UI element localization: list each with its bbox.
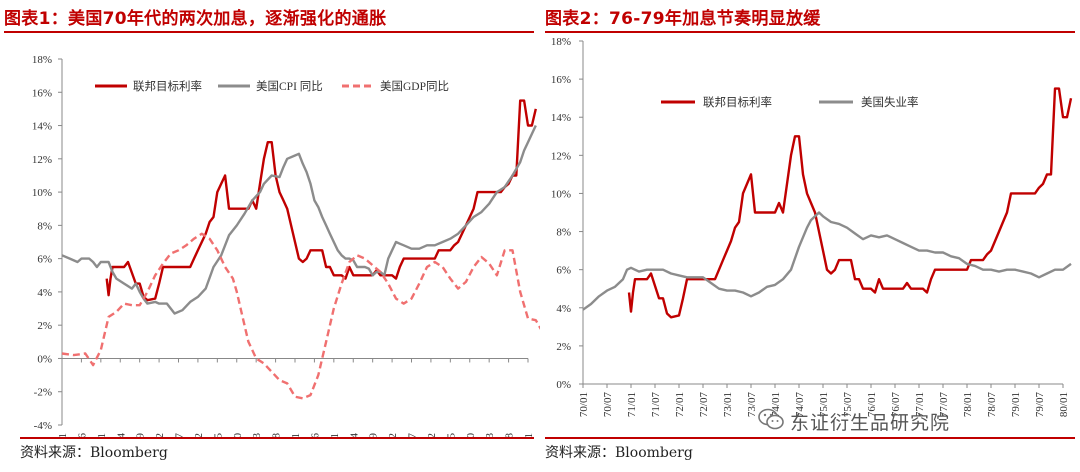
- y-tick-label: 6%: [556, 265, 571, 277]
- y-tick-label: 12%: [32, 154, 52, 166]
- x-tick-label: 77/02: [387, 433, 399, 437]
- chart-title-2: 图表2：76-79年加息节奏明显放缓: [545, 9, 821, 29]
- y-tick-label: 0%: [556, 379, 571, 391]
- y-tick-label: 10%: [32, 187, 52, 199]
- source-note-2: 资料来源：Bloomberg: [545, 445, 693, 461]
- y-tick-label: -2%: [34, 387, 52, 399]
- y-tick-label: 10%: [551, 188, 571, 200]
- x-tick-label: 79/08: [504, 433, 516, 437]
- legend-label-1: 联邦目标利率: [133, 79, 202, 93]
- x-tick-label: 72/01: [674, 392, 686, 417]
- chart-title-1: 图表1：美国70年代的两次加息，逐渐强化的通胀: [4, 9, 387, 29]
- legend-label-3: 美国GDP同比: [380, 79, 449, 93]
- series-line-2: [582, 211, 1072, 311]
- x-tick-label: 73/07: [746, 392, 758, 418]
- x-tick-label: 79/03: [484, 433, 496, 437]
- x-tick-label: 76/01: [866, 392, 878, 417]
- y-tick-label: 0%: [37, 353, 52, 365]
- chart-svg-2: 0% 2% 4% 6% 8% 10% 12% 14% 16% 18% 70/01 70/07 71/01…: [551, 36, 1073, 418]
- source-rule-2: [545, 437, 1075, 439]
- x-tick-label: 75/07: [842, 392, 854, 418]
- y-tick-label: 18%: [551, 36, 571, 48]
- x-tick-label: 74/03: [251, 433, 263, 437]
- chart-panel-1: 图表1：美国70年代的两次加息，逐渐强化的通胀 -4% -2% 0% 2% 4% 6% 8%…: [4, 9, 540, 461]
- x-tick-label: 78/07: [986, 392, 998, 418]
- legend-label-2: 美国CPI 同比: [256, 79, 323, 93]
- x-tick-label: 78/10: [465, 433, 477, 437]
- x-tick-label: 80/01: [523, 433, 535, 437]
- x-tick-label: 75/01: [818, 392, 830, 417]
- x-tick-label: 78/01: [962, 392, 974, 417]
- x-tick-label: 78/05: [445, 433, 457, 437]
- x-tick-label: 70/11: [96, 433, 108, 437]
- x-tick-label: 77/01: [914, 392, 926, 417]
- x-tick-label: 76/04: [348, 433, 360, 437]
- x-tick-label: 77/07: [938, 392, 950, 418]
- y-tick-label: 8%: [37, 220, 52, 232]
- x-tick-label: 74/08: [271, 433, 283, 437]
- y-tick-label: 12%: [551, 150, 571, 162]
- series-line-2: [61, 124, 537, 315]
- x-tick-label: 71/04: [115, 433, 127, 437]
- x-tick-label: 72/02: [154, 433, 166, 437]
- x-tick-label: 71/07: [650, 392, 662, 418]
- y-tick-label: 2%: [556, 341, 571, 353]
- y-tick-label: 8%: [556, 227, 571, 239]
- series-line-3: [61, 232, 540, 400]
- x-tick-label: 73/05: [212, 433, 224, 437]
- y-tick-label: 6%: [37, 254, 52, 266]
- x-tick-label: 77/12: [426, 433, 438, 437]
- chart-panel-2: 图表2：76-79年加息节奏明显放缓 0% 2% 4% 6% 8% 10% 12% 14% 16…: [541, 0, 1080, 472]
- x-tick-label: 79/07: [1034, 392, 1046, 418]
- y-tick-label: 16%: [32, 87, 52, 99]
- y-tick-label: 14%: [551, 112, 571, 124]
- y-tick-label: 2%: [37, 320, 52, 332]
- chart-svg-1: -4% -2% 0% 2% 4% 6% 8% 10% 12% 14% 16% 18% 70/01 70/0…: [32, 54, 540, 437]
- x-tick-label: 73/10: [232, 433, 244, 437]
- y-tick-label: -4%: [34, 420, 52, 432]
- x-tick-label: 70/01: [57, 433, 69, 437]
- title-rule-2: [545, 31, 1075, 33]
- y-tick-label: 14%: [32, 121, 52, 133]
- x-tick-label: 80/01: [1058, 392, 1070, 417]
- x-tick-label: 75/01: [290, 433, 302, 437]
- x-tick-label: 79/01: [1010, 392, 1022, 417]
- x-tick-label: 76/09: [368, 433, 380, 437]
- x-tick-label: 75/11: [329, 433, 341, 437]
- source-note-1: 资料来源：Bloomberg: [20, 445, 168, 461]
- x-tick-label: 71/09: [135, 433, 147, 437]
- series-line-1: [105, 99, 537, 302]
- y-tick-label: 4%: [37, 287, 52, 299]
- x-tick-label: 70/06: [76, 433, 88, 437]
- x-tick-label: 72/12: [193, 433, 205, 437]
- source-rule-1: [20, 437, 534, 439]
- x-tick-label: 75/06: [309, 433, 321, 437]
- legend-label-2: 美国失业率: [861, 95, 919, 109]
- watermark: 东证衍生品研究院: [790, 412, 951, 434]
- x-tick-label: 72/07: [698, 392, 710, 418]
- x-tick-label: 73/01: [722, 392, 734, 417]
- x-tick-label: 72/07: [174, 433, 186, 437]
- x-tick-label: 74/07: [794, 392, 806, 418]
- y-tick-label: 4%: [556, 303, 571, 315]
- title-rule-1: [4, 31, 534, 33]
- y-tick-label: 18%: [32, 54, 52, 66]
- x-tick-label: 70/01: [578, 392, 590, 417]
- wechat-icon: [758, 408, 784, 430]
- series-line-1: [627, 87, 1073, 319]
- x-tick-label: 77/07: [407, 433, 419, 437]
- x-tick-label: 70/07: [602, 392, 614, 418]
- x-tick-label: 71/01: [626, 392, 638, 417]
- x-tick-label: 76/07: [890, 392, 902, 418]
- legend-label-1: 联邦目标利率: [703, 95, 772, 109]
- y-tick-label: 16%: [551, 74, 571, 86]
